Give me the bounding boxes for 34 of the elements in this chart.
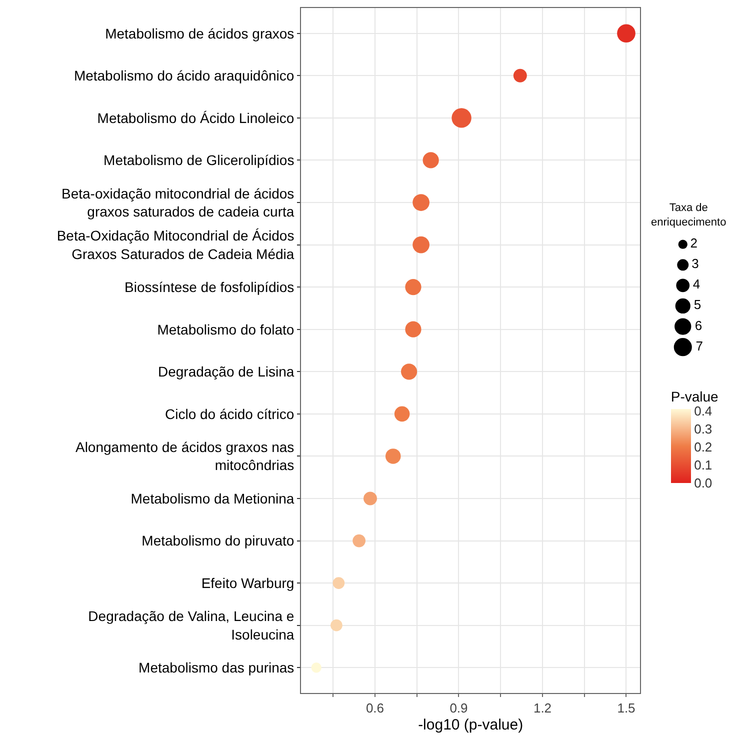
color-bar-label: 0.3 — [694, 421, 712, 436]
y-tick-label: Metabolismo do piruvato — [142, 532, 294, 549]
y-tick-label: Metabolismo das purinas — [138, 660, 294, 676]
color-bar-label: 0.1 — [694, 457, 712, 472]
legend-label: 3 — [692, 256, 699, 272]
color-bar-label: 0.4 — [694, 403, 712, 418]
legend-label: 5 — [694, 297, 702, 312]
y-tick-label: Beta-oxidação mitocondrial de ácidos graxos saturados de cadeia curta — [61, 185, 294, 220]
y-tick-label: Degradação de Valina, Leucina e Isoleucina — [88, 608, 294, 642]
legend-label: 6 — [694, 318, 702, 333]
x-axis-title: -log10 (p-value) — [418, 716, 524, 734]
color-bar-label: 0.2 — [694, 439, 712, 454]
x-tick-label: 0.6 — [366, 700, 384, 716]
y-tick-label: Ciclo do ácido cítrico — [165, 406, 294, 422]
x-tick-label: 0.9 — [450, 700, 468, 716]
y-tick-label: Beta-Oxidação Mitocondrial de Ácidos Graxos Saturados de Cadeia Média — [56, 228, 294, 262]
legend-label: 2 — [690, 236, 698, 251]
y-tick-label: Metabolismo do folato — [157, 321, 294, 338]
y-tick-label: Degradação de Lisina — [158, 364, 294, 380]
y-tick-label: Efeito Warburg — [201, 574, 294, 591]
y-tick-label: Metabolismo do ácido araquidônico — [74, 68, 294, 84]
color-bar-label: 0.0 — [694, 475, 712, 490]
y-tick-label: Metabolismo da Metionina — [130, 490, 294, 506]
color-bar-title: P-value — [670, 388, 719, 404]
y-tick-label: Alongamento de ácidos graxos nas mitocôndrias — [75, 439, 294, 474]
y-tick-label: Biossíntese de fosfolipídios — [124, 278, 294, 295]
y-tick-label: Metabolismo do Ácido Linoleico — [97, 110, 294, 126]
y-tick-label: Metabolismo de ácidos graxos — [105, 25, 294, 42]
legend-label: 4 — [692, 276, 700, 292]
x-tick-label: 1.5 — [617, 700, 636, 716]
y-tick-label: Metabolismo de Glicerolipídios — [104, 152, 294, 168]
legend-title: Taxa de enriquecimento — [651, 202, 726, 228]
legend-label: 7 — [696, 338, 704, 354]
x-tick-label: 1.2 — [533, 700, 552, 716]
